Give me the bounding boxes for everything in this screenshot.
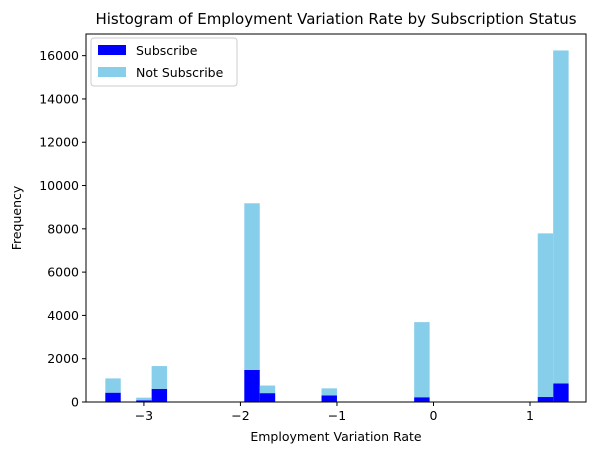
bar-not-subscribe-2 <box>151 366 168 390</box>
y-tick-label: 6000 <box>47 265 79 280</box>
x-axis-label: Employment Variation Rate <box>250 429 422 444</box>
bar-subscribe-1 <box>136 400 152 402</box>
x-tick-label: −2 <box>231 408 249 423</box>
bar-not-subscribe-0 <box>105 378 121 393</box>
legend-box <box>90 37 238 87</box>
legend-label-subscribe: Subscribe <box>136 43 198 58</box>
bar-subscribe-2 <box>151 389 168 402</box>
y-tick-label: 16000 <box>39 48 79 63</box>
bar-subscribe-6 <box>414 397 430 402</box>
bars-layer <box>105 50 569 402</box>
bar-not-subscribe-7 <box>537 233 554 398</box>
y-tick-label: 8000 <box>47 221 79 236</box>
bar-subscribe-8 <box>553 383 569 402</box>
y-tick-label: 12000 <box>39 135 79 150</box>
x-tick-label: −1 <box>328 408 346 423</box>
plot-frame <box>85 33 587 403</box>
x-axis-ticks: −3 −2 −1 0 1 <box>135 402 534 423</box>
y-axis-label: Frequency <box>9 185 24 250</box>
bar-subscribe-4 <box>259 393 276 402</box>
bar-not-subscribe-1 <box>136 397 152 401</box>
bar-subscribe-3 <box>244 369 260 402</box>
bar-subscribe-5 <box>321 395 337 402</box>
bar-not-subscribe-4 <box>259 385 276 394</box>
legend-swatch-subscribe <box>98 45 126 55</box>
y-tick-label: 2000 <box>47 351 79 366</box>
y-tick-label: 4000 <box>47 308 79 323</box>
bar-subscribe-0 <box>105 392 121 402</box>
legend-swatch-not-subscribe <box>98 67 126 77</box>
legend-label-not-subscribe: Not Subscribe <box>136 65 224 80</box>
x-tick-label: −3 <box>135 408 153 423</box>
bar-not-subscribe-8 <box>553 50 569 384</box>
y-tick-label: 0 <box>71 395 79 410</box>
legend: Subscribe Not Subscribe <box>90 37 238 87</box>
y-tick-label: 10000 <box>39 178 79 193</box>
y-axis-ticks: 0 2000 4000 6000 8000 10000 12000 14000 16000 <box>39 48 86 410</box>
x-tick-label: 1 <box>526 408 534 423</box>
bar-not-subscribe-6 <box>414 322 430 398</box>
bar-not-subscribe-5 <box>321 388 337 396</box>
x-tick-label: 0 <box>430 408 438 423</box>
chart-title: Histogram of Employment Variation Rate b… <box>95 10 576 28</box>
bar-subscribe-7 <box>537 397 554 402</box>
y-tick-label: 14000 <box>39 91 79 106</box>
bar-not-subscribe-3 <box>244 203 260 370</box>
